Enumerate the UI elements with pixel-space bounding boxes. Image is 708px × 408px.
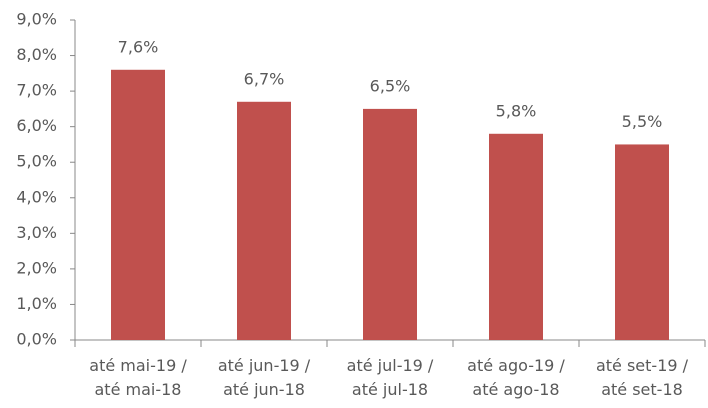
bar bbox=[363, 108, 417, 340]
y-tick-label: 2,0% bbox=[16, 258, 57, 277]
x-tick-label: até jul-19 /até jul-18 bbox=[347, 356, 434, 399]
bar bbox=[489, 133, 543, 340]
y-tick-label: 0,0% bbox=[16, 330, 57, 349]
value-label: 6,7% bbox=[244, 69, 285, 88]
y-tick-label: 6,0% bbox=[16, 116, 57, 135]
value-label: 7,6% bbox=[118, 37, 159, 56]
value-label: 5,8% bbox=[496, 101, 537, 120]
bar bbox=[615, 144, 669, 340]
y-tick-label: 9,0% bbox=[16, 10, 57, 29]
value-label: 5,5% bbox=[622, 112, 663, 131]
y-tick-label: 8,0% bbox=[16, 45, 57, 64]
bar bbox=[111, 69, 165, 341]
bar bbox=[237, 101, 291, 341]
x-tick-label: até ago-19 /até ago-18 bbox=[467, 356, 565, 399]
value-label: 6,5% bbox=[370, 76, 411, 95]
y-tick-label: 1,0% bbox=[16, 294, 57, 313]
x-tick-label: até jun-19 /até jun-18 bbox=[218, 356, 311, 399]
x-tick-label: até mai-19 /até mai-18 bbox=[89, 356, 187, 399]
y-tick-label: 7,0% bbox=[16, 81, 57, 100]
x-tick-label: até set-19 /até set-18 bbox=[596, 356, 689, 399]
y-tick-label: 5,0% bbox=[16, 152, 57, 171]
y-tick-label: 3,0% bbox=[16, 223, 57, 242]
y-tick-label: 4,0% bbox=[16, 187, 57, 206]
